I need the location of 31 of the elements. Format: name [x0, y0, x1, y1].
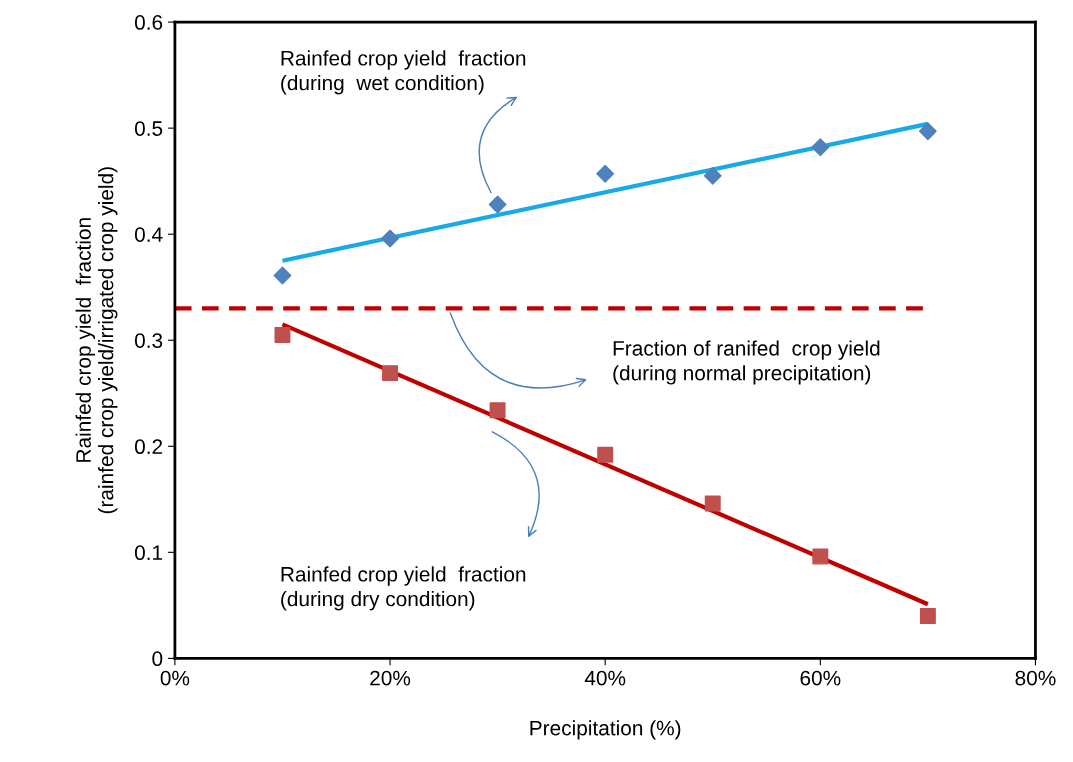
point	[919, 607, 936, 624]
annotation: Rainfed crop yield fraction (during dry condition)	[281, 566, 526, 611]
y-axis-title: Rainfed crop yield fraction (rainfed crop yield/irrigated crop yield)	[75, 167, 118, 514]
x-tick-label: 0%	[160, 670, 190, 686]
point	[812, 548, 829, 565]
y-tick-label: 0.2	[134, 439, 163, 455]
x-axis-title: Precipitation (%)	[530, 720, 681, 740]
y-tick-label: 0.6	[134, 15, 163, 30]
x-tick-label: 40%	[584, 670, 626, 686]
annotation: Fraction of ranifed crop yield (during normal precipitation)	[613, 340, 880, 385]
point	[811, 138, 830, 157]
point	[703, 166, 722, 185]
y-tick-label: 0.3	[134, 333, 163, 348]
x-tick-label: 20%	[370, 670, 411, 686]
x-tick-label: 80%	[1015, 670, 1056, 686]
point	[381, 229, 399, 248]
point	[489, 402, 506, 419]
y-tick-label: 0.4	[134, 227, 163, 242]
point	[918, 122, 937, 141]
point	[273, 266, 292, 285]
point	[274, 326, 291, 343]
point	[382, 365, 399, 382]
y-tick-label: 0.5	[134, 121, 163, 136]
y-tick-label: 0.1	[134, 545, 163, 561]
x-tick-label: 60%	[800, 670, 841, 686]
annotation: Rainfed crop yield fraction (during wet condition)	[281, 50, 526, 95]
point	[596, 164, 615, 183]
y-tick-label: 0	[152, 651, 163, 667]
point	[597, 446, 614, 463]
point	[704, 495, 721, 512]
point	[488, 195, 507, 214]
